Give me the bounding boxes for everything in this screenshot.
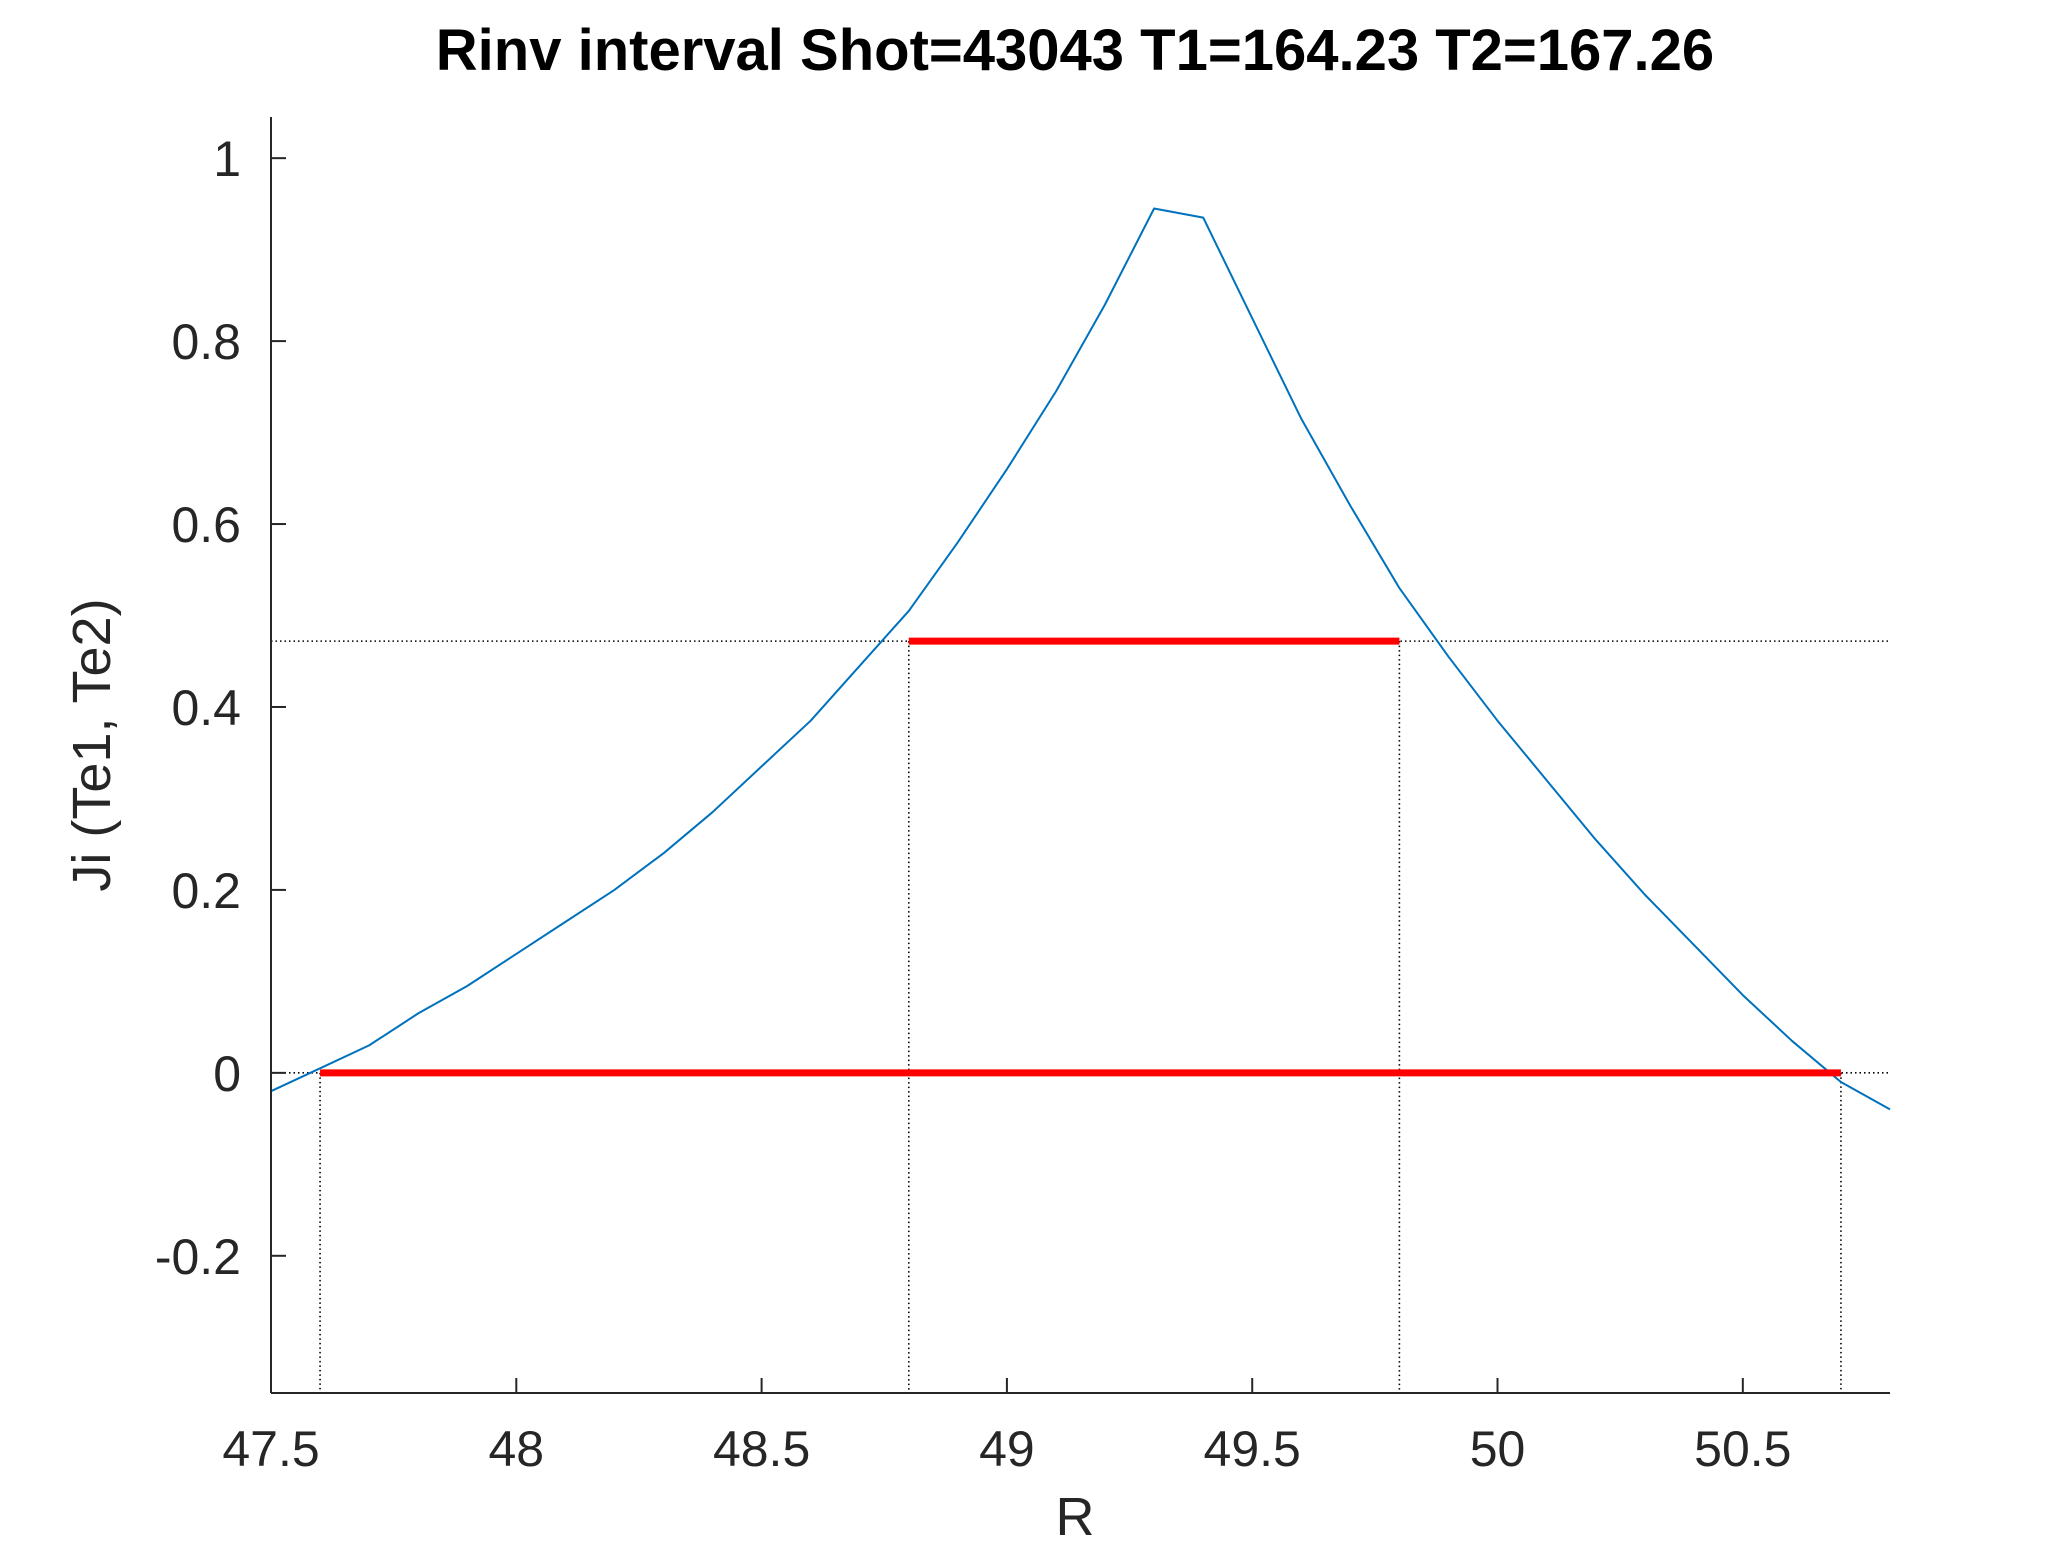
y-ticks: -0.2 0 0.2 0.4 0.6 0.8 1 bbox=[155, 131, 286, 1285]
curve-layer bbox=[270, 207, 1891, 1111]
y-axis-label: Ji (Te1, Te2) bbox=[62, 598, 122, 891]
y-tick-label: 0.6 bbox=[171, 497, 241, 553]
axes bbox=[270, 117, 1890, 1394]
interval-layer bbox=[320, 637, 1841, 1077]
x-tick-label: 50.5 bbox=[1694, 1421, 1791, 1477]
x-axis-label: R bbox=[1056, 1487, 1095, 1544]
x-tick-label: 49.5 bbox=[1204, 1421, 1301, 1477]
y-tick-label: 1 bbox=[213, 131, 241, 187]
x-tick-label: 48.5 bbox=[713, 1421, 810, 1477]
x-tick-label: 47.5 bbox=[222, 1421, 319, 1477]
x-tick-label: 50 bbox=[1470, 1421, 1526, 1477]
y-tick-label: 0.8 bbox=[171, 314, 241, 370]
chart-title: Rinv interval Shot=43043 T1=164.23 T2=16… bbox=[436, 18, 1714, 83]
y-tick-label: 0 bbox=[213, 1046, 241, 1102]
y-tick-label: 0.4 bbox=[171, 680, 241, 736]
x-tick-label: 48 bbox=[488, 1421, 544, 1477]
x-ticks: 47.5 48 48.5 49 49.5 50 50.5 bbox=[222, 1378, 1791, 1477]
series-line bbox=[270, 207, 1891, 1111]
x-tick-label: 49 bbox=[979, 1421, 1035, 1477]
guide-lines bbox=[271, 640, 1890, 1393]
y-tick-label: 0.2 bbox=[171, 863, 241, 919]
y-tick-label: -0.2 bbox=[155, 1229, 241, 1285]
